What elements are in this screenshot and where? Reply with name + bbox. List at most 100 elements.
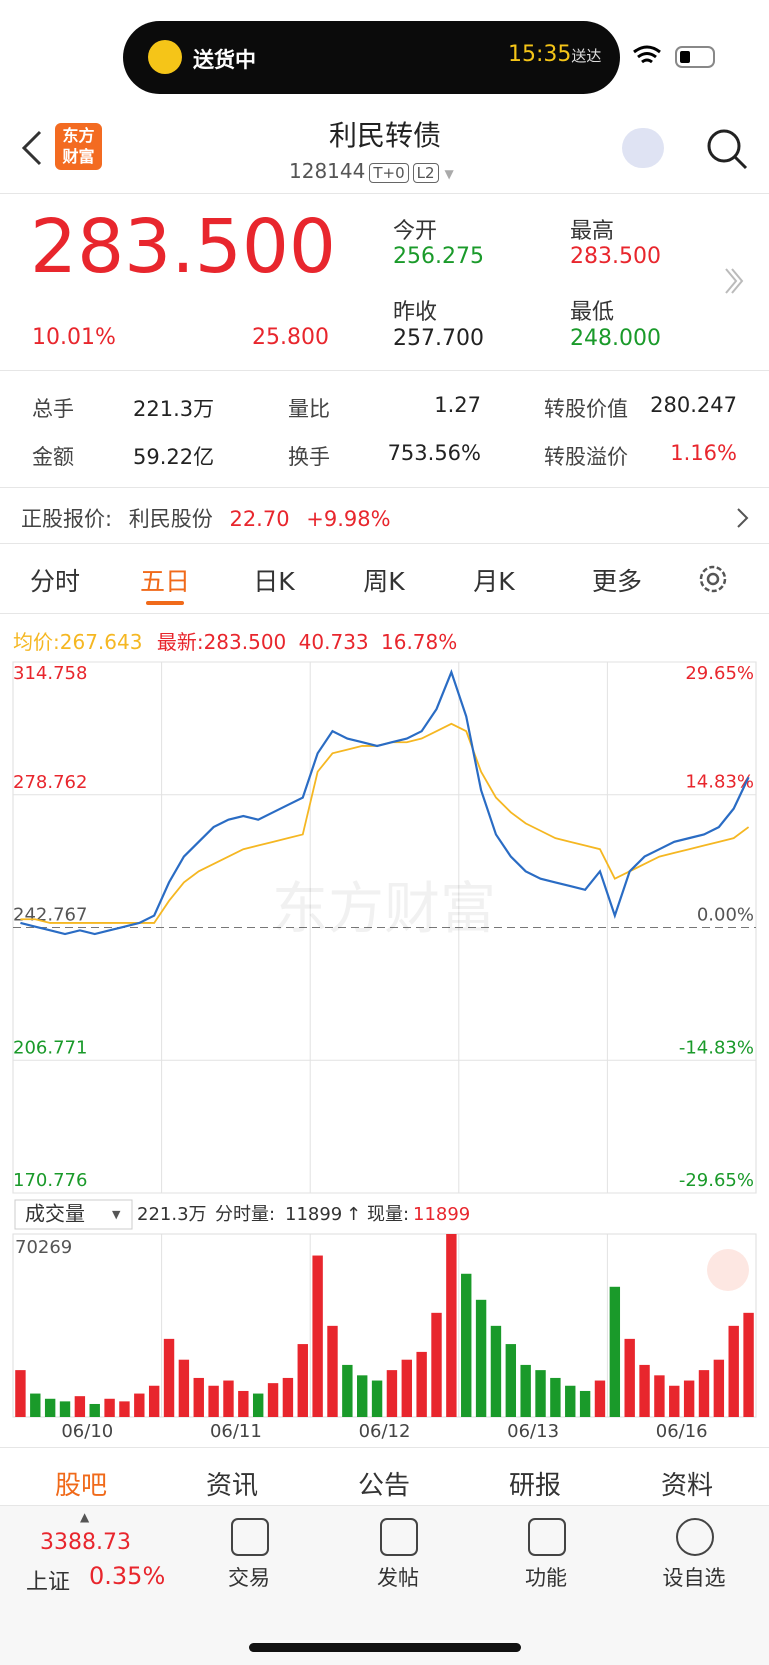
bottom-tab[interactable]: 公告 [357,1471,410,1501]
action-label[interactable]: 功能 [525,1566,567,1590]
volume-bar [134,1393,145,1417]
bottom-tab[interactable]: 股吧 [54,1471,107,1501]
volume-bar [163,1338,175,1417]
time: 15:35 [508,42,572,67]
index-pct: 0.35% [89,1562,166,1590]
divider [0,193,769,194]
volume-bar [267,1383,279,1417]
volume-bar [461,1273,472,1417]
volume-bar [713,1359,725,1417]
avg: 267.643 [59,630,143,654]
bottom-tab[interactable]: 资料 [660,1471,713,1501]
volume-bar [371,1380,383,1417]
divider [0,613,769,614]
settings-button[interactable] [696,562,730,596]
volume-bar [639,1364,650,1417]
stock-row[interactable]: 正股报价: 利民股份 22.70 +9.98% [21,503,391,533]
bottom-tab[interactable]: 资讯 [205,1471,258,1501]
action-icon[interactable] [231,1518,269,1556]
y-tick-label: 206.771 [13,1037,87,1058]
avg-label: 均价: [13,630,60,654]
volume-bar [59,1401,71,1417]
field-label: 今开 [393,219,438,244]
stat-value: 1.16% [670,441,737,465]
summary: 均价:267.643 最新:283.500 40.733 16.78% [13,626,457,655]
action-icon[interactable] [676,1518,714,1556]
volume-now-value: 11899 [413,1204,470,1225]
logo: 东方 财富 [55,123,102,170]
search-button[interactable] [704,126,750,172]
y-tick-label: 170.776 [13,1170,87,1191]
volume-bar [475,1299,487,1417]
tag: L2 [412,163,439,183]
volume-bar [282,1377,294,1417]
volume-bar [669,1385,680,1417]
y2-tick-label: -14.83% [679,1037,754,1058]
action-label[interactable]: 设自选 [662,1566,726,1590]
volume-selector [14,1199,133,1230]
more-arrow[interactable] [722,266,746,296]
volume-bar [743,1312,754,1417]
expand-button [707,1249,749,1291]
tab[interactable]: 周K [363,567,405,596]
y2-tick-label: 29.65% [685,663,754,684]
divider [0,370,769,371]
logo-line: 东方 [62,126,95,145]
code: 128144 [289,159,366,183]
tab[interactable]: 日K [253,567,295,596]
change: 25.800 [252,325,329,350]
tab[interactable]: 分时 [29,567,80,596]
volume-bar [178,1359,190,1417]
action-label[interactable]: 发帖 [377,1566,419,1590]
divider [0,1505,769,1506]
volume-bar [609,1286,621,1417]
field-label: 昨收 [393,300,438,325]
robot-icon[interactable] [622,128,664,168]
field-label: 最低 [570,300,615,325]
stat-value: 221.3万 [133,397,215,421]
y2-tick-label: -29.65% [679,1170,754,1191]
volume-bar [594,1380,606,1417]
volume-bar [89,1403,100,1417]
divider [0,487,769,488]
volume-bar [728,1325,739,1417]
volume-bar [416,1351,427,1417]
field-value: 256.275 [393,244,484,269]
tab[interactable]: 更多 [591,567,642,596]
volume-bar [698,1370,710,1417]
y-tick-label: 314.758 [13,663,87,684]
stat-value: 59.22亿 [133,445,215,469]
tab[interactable]: 五日 [139,567,190,596]
y2-tick-label: 14.83% [685,772,754,793]
stat-value: 753.56% [387,441,481,465]
volume-bar [104,1398,115,1417]
action-icon[interactable] [528,1518,566,1556]
volume-bar [74,1396,86,1417]
divider [0,543,769,544]
dropdown: ▼ [112,1208,121,1221]
stat-label: 金额 [32,445,74,469]
latest: 283.500 [203,630,287,654]
volume-bar [119,1401,130,1417]
index-arrow: ▲ [80,1510,90,1524]
price: 283.500 [30,204,337,290]
bottom-tab[interactable]: 研报 [508,1471,561,1501]
field-value: 248.000 [570,326,661,351]
status-pill [123,21,620,94]
stat-label: 转股价值 [544,397,628,421]
volume-bar [386,1370,398,1417]
x-tick-label: 06/13 [507,1421,559,1442]
field-label: 最高 [570,219,615,244]
tab[interactable]: 月K [473,567,515,596]
volume-tick-label: 分时量: [215,1204,275,1225]
back-button[interactable] [18,130,48,166]
volume-bar [208,1385,219,1417]
volume-bar [505,1344,517,1417]
volume-tick-value: 11899 [285,1204,342,1225]
action-icon[interactable] [380,1518,418,1556]
stock-name: 利民股份 [128,507,213,531]
volume-bar [535,1370,546,1417]
action-label[interactable]: 交易 [228,1566,270,1590]
stat-label: 转股溢价 [544,445,628,469]
stat-value: 280.247 [650,393,737,417]
